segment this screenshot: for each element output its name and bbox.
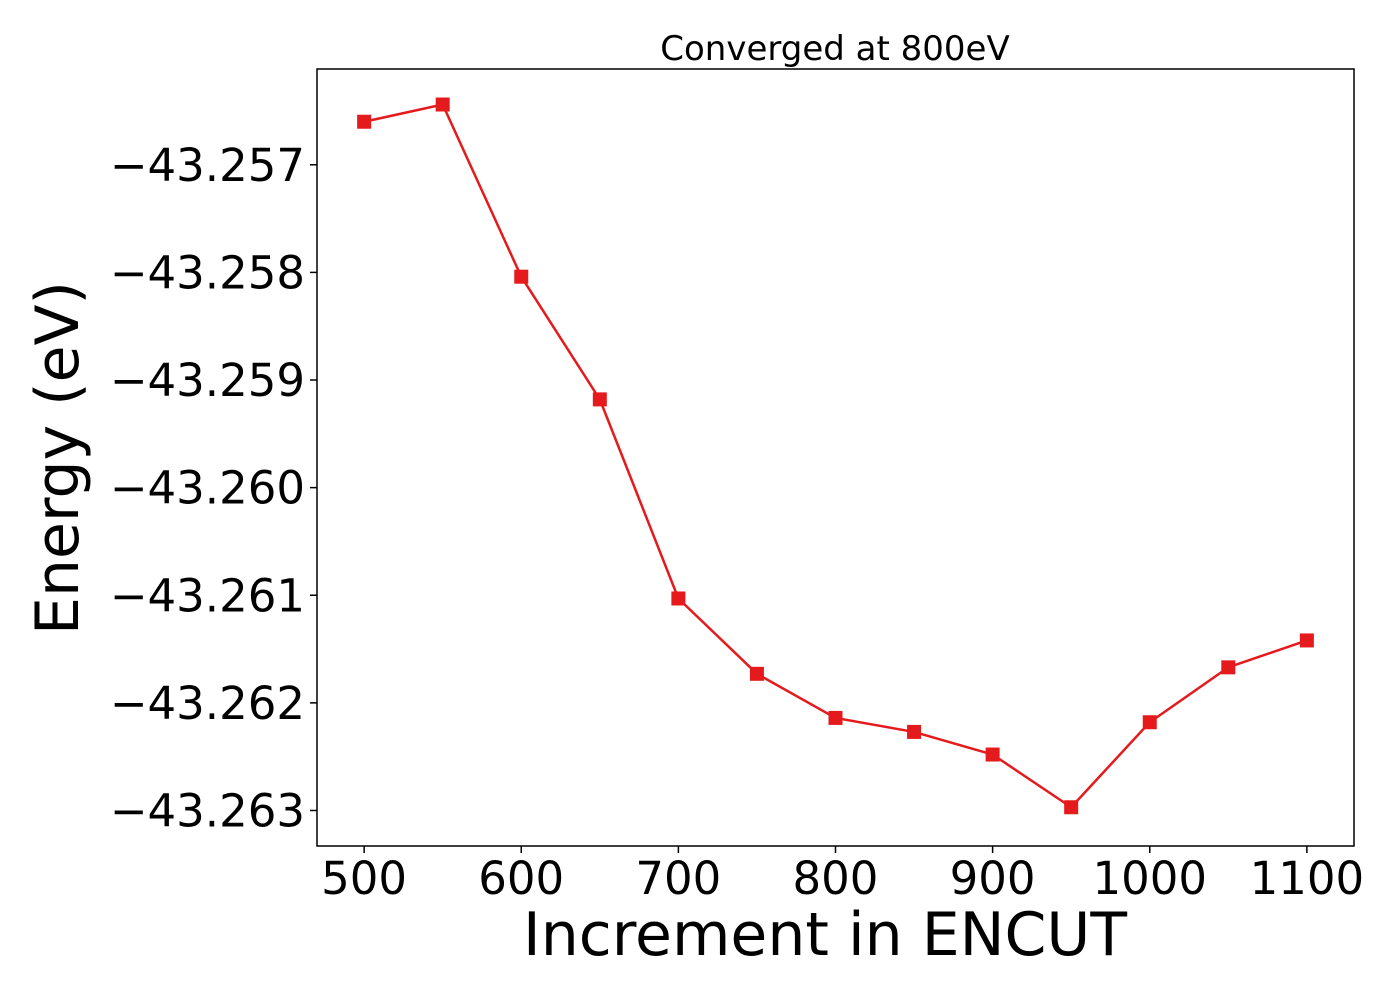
data-point-marker: [907, 724, 922, 739]
x-tick-label: 900: [950, 852, 1036, 905]
y-tick-label: −43.257: [110, 139, 305, 192]
x-axis-ticks: 500 600 700 800 900 1000 1100: [321, 846, 1364, 905]
data-point-marker: [1142, 715, 1157, 730]
x-tick-label: 700: [635, 852, 721, 905]
x-tick-label: 1000: [1092, 852, 1207, 905]
data-point-marker: [749, 666, 764, 681]
data-point-marker: [1299, 633, 1314, 648]
data-point-marker: [1221, 660, 1236, 675]
chart-title: Converged at 800eV: [660, 29, 1009, 69]
data-point-marker: [357, 114, 372, 129]
plot-frame: [316, 68, 1355, 847]
data-point-marker: [435, 97, 450, 112]
data-point-marker: [828, 710, 843, 725]
y-tick-label: −43.263: [110, 784, 305, 837]
data-point-marker: [592, 392, 607, 407]
y-tick-label: −43.260: [110, 462, 305, 515]
y-tick-label: −43.259: [110, 354, 305, 407]
x-axis-label: Increment in ENCUT: [523, 900, 1127, 970]
data-point-marker: [1064, 800, 1079, 815]
data-point-marker: [985, 747, 1000, 762]
x-tick-label: 500: [321, 852, 407, 905]
y-axis-ticks: −43.257 −43.258 −43.259 −43.260 −43.261 −43.2…: [110, 139, 317, 837]
y-tick-label: −43.261: [110, 569, 305, 622]
y-tick-label: −43.258: [110, 246, 305, 299]
y-tick-label: −43.262: [110, 677, 305, 730]
data-point-marker: [514, 269, 529, 284]
data-point-marker: [671, 591, 686, 606]
x-tick-label: 800: [793, 852, 879, 905]
series-layer: [357, 97, 1314, 815]
x-tick-label: 1100: [1250, 852, 1365, 905]
x-tick-label: 600: [478, 852, 564, 905]
y-axis-label: Energy (eV): [23, 281, 93, 635]
